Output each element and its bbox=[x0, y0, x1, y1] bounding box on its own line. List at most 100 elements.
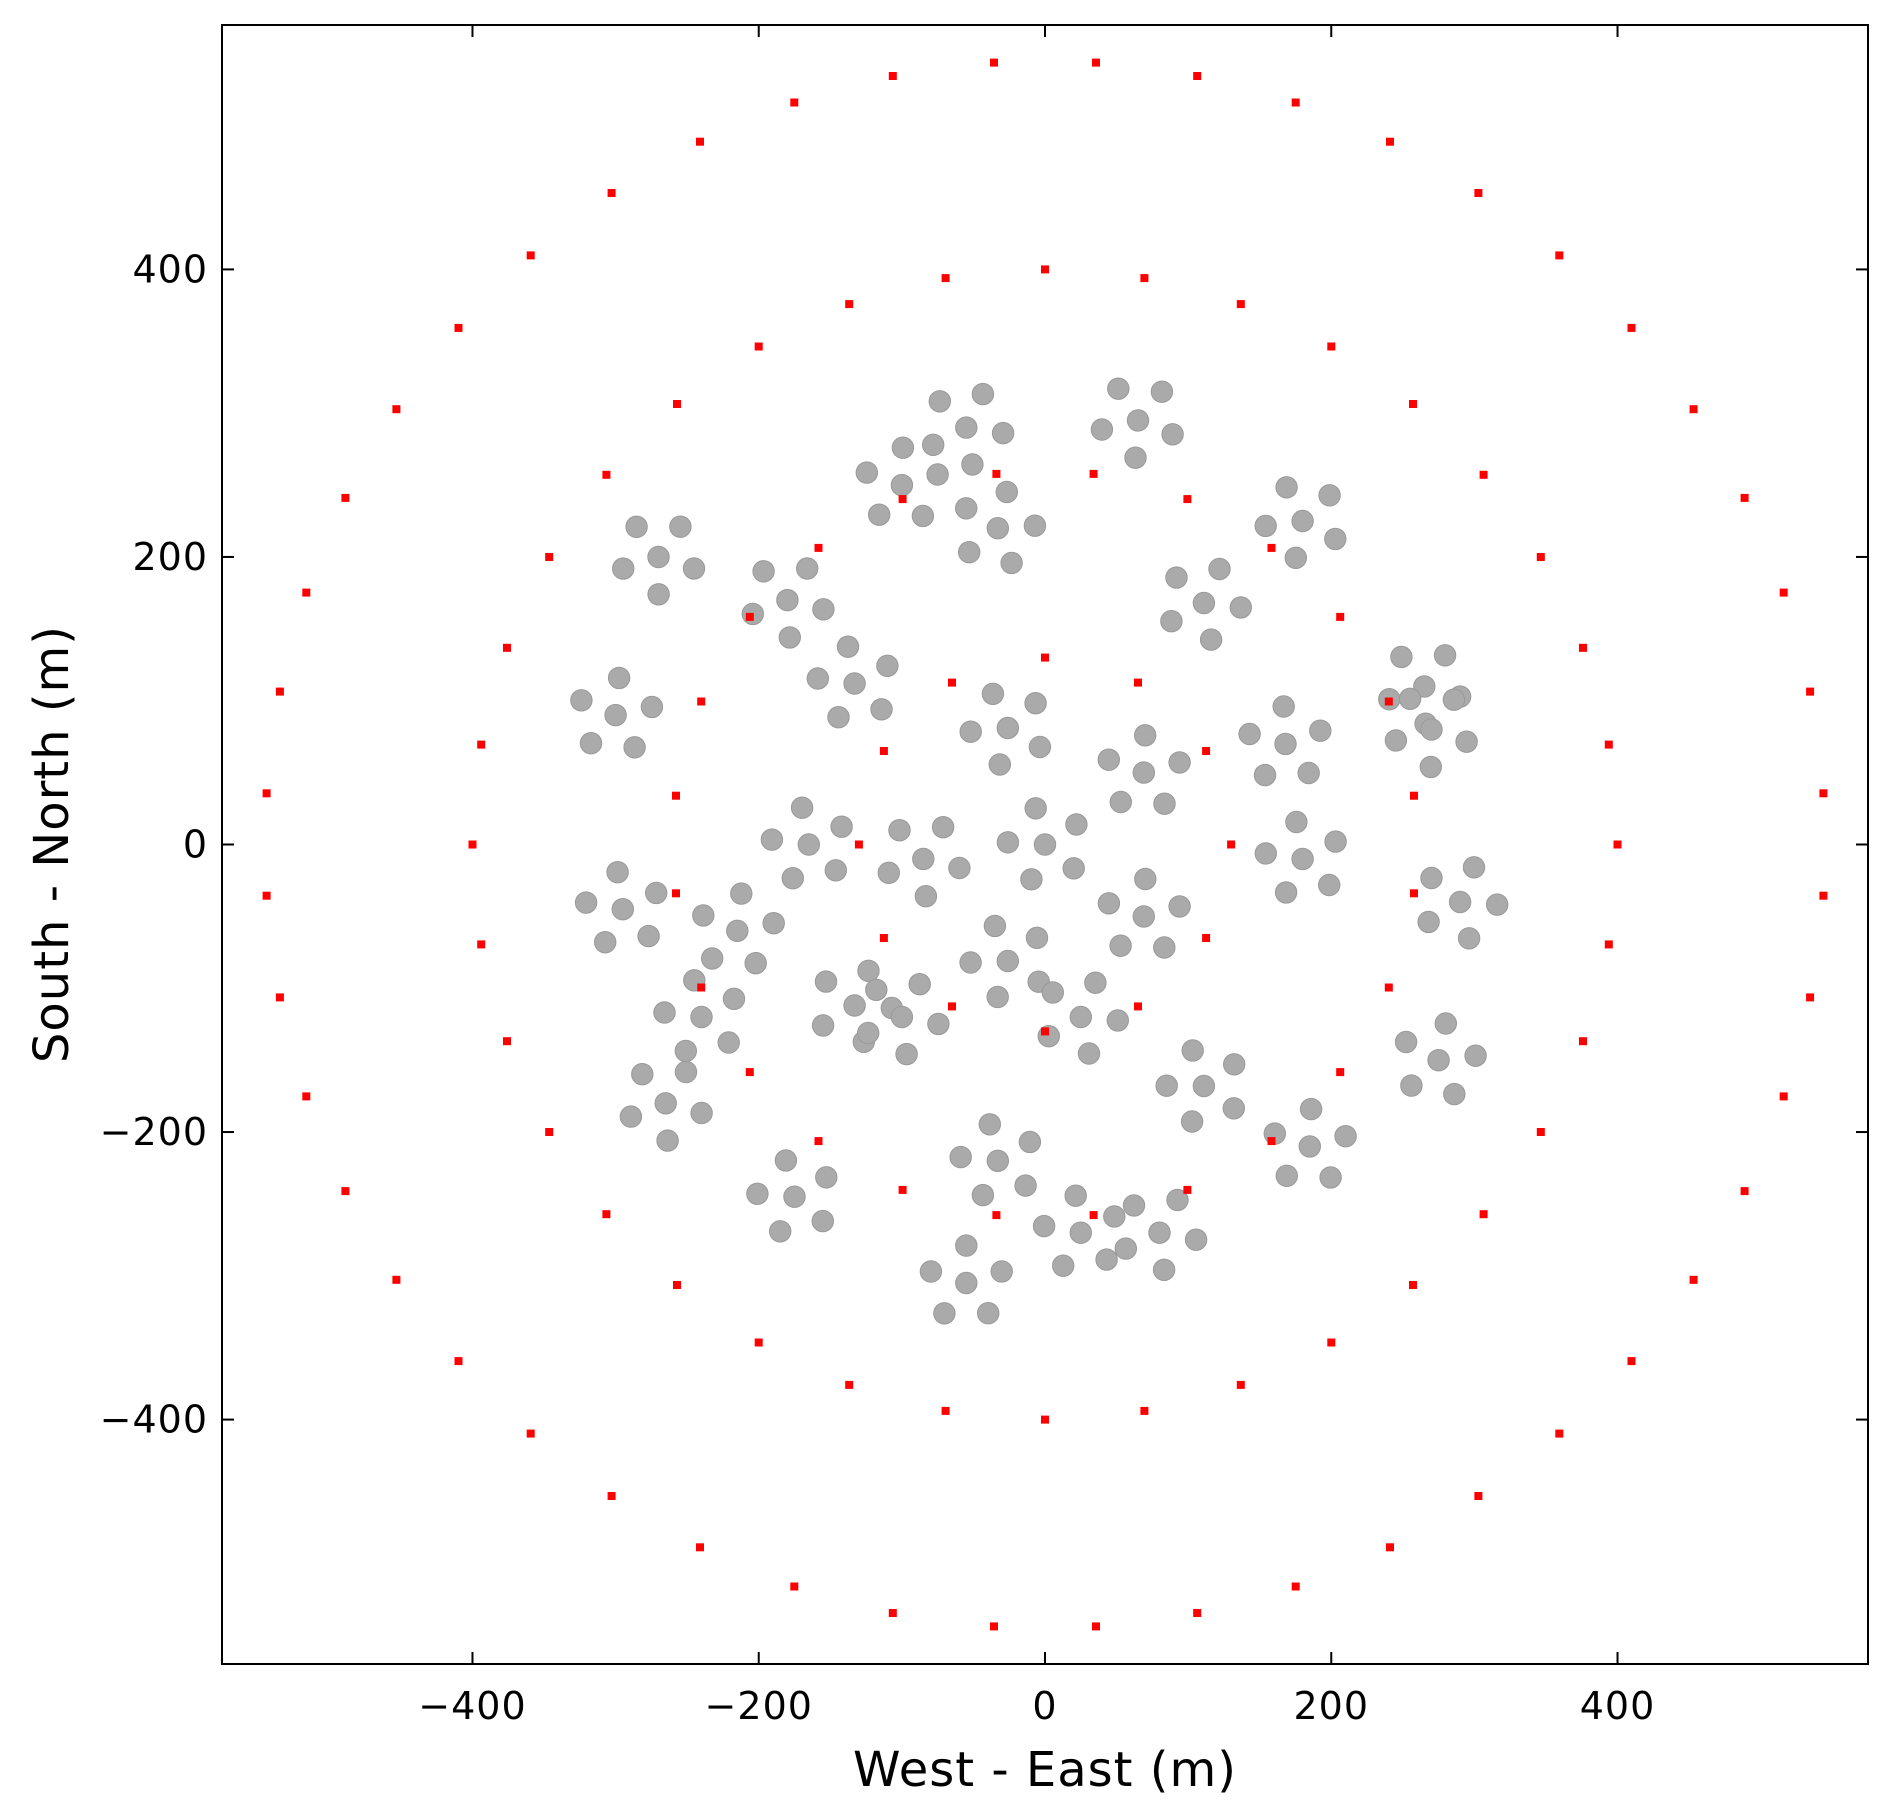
core-station-marker bbox=[1324, 527, 1347, 551]
core-station-marker bbox=[570, 689, 593, 712]
core-station-marker bbox=[876, 654, 899, 677]
outer-station-marker bbox=[545, 553, 554, 561]
core-station-marker bbox=[1229, 596, 1253, 619]
core-station-marker bbox=[996, 949, 1019, 973]
core-station-marker bbox=[656, 1129, 679, 1152]
core-station-marker bbox=[674, 1060, 698, 1084]
outer-station-marker bbox=[992, 469, 1001, 478]
x-tick-label: −200 bbox=[705, 1684, 813, 1728]
outer-station-marker bbox=[1183, 495, 1192, 504]
core-station-marker bbox=[955, 497, 978, 520]
outer-station-marker bbox=[672, 889, 680, 898]
outer-station-marker bbox=[1236, 1380, 1245, 1389]
core-station-marker bbox=[914, 885, 938, 908]
core-station-marker bbox=[865, 978, 888, 1001]
core-station-marker bbox=[1064, 1184, 1087, 1207]
core-station-marker bbox=[1109, 934, 1132, 957]
core-station-marker bbox=[783, 1185, 806, 1208]
core-station-marker bbox=[988, 753, 1011, 776]
core-station-marker bbox=[1024, 797, 1047, 820]
core-station-marker bbox=[955, 1234, 978, 1257]
outer-station-marker bbox=[1327, 1338, 1336, 1347]
core-station-marker bbox=[931, 816, 955, 839]
outer-station-marker bbox=[477, 940, 486, 949]
outer-station-marker bbox=[1336, 1068, 1345, 1077]
core-station-marker bbox=[814, 970, 838, 993]
x-tick-label: 0 bbox=[1032, 1684, 1057, 1728]
outer-station-marker bbox=[754, 342, 763, 351]
core-station-marker bbox=[774, 1149, 798, 1172]
outer-station-marker bbox=[1410, 791, 1418, 800]
outer-station-marker bbox=[602, 470, 611, 479]
core-station-marker bbox=[1272, 695, 1295, 718]
outer-station-marker bbox=[1140, 1406, 1149, 1415]
core-station-marker bbox=[647, 545, 670, 569]
core-station-marker bbox=[1318, 873, 1341, 897]
core-station-marker bbox=[981, 682, 1005, 705]
outer-station-marker bbox=[526, 1429, 535, 1438]
core-station-marker bbox=[1400, 1074, 1423, 1097]
outer-station-marker bbox=[1604, 740, 1613, 749]
core-station-marker bbox=[1069, 1221, 1093, 1244]
core-station-marker bbox=[1077, 1042, 1101, 1065]
core-station-marker bbox=[811, 1014, 835, 1037]
core-station-marker bbox=[674, 1039, 697, 1063]
core-station-marker bbox=[857, 1021, 880, 1045]
core-station-marker bbox=[669, 515, 692, 538]
outer-station-marker bbox=[1555, 251, 1564, 260]
outer-station-marker bbox=[503, 1037, 511, 1046]
outer-station-marker bbox=[745, 1068, 754, 1077]
core-station-marker bbox=[1433, 644, 1457, 667]
core-station-marker bbox=[717, 1031, 740, 1054]
outer-station-marker bbox=[814, 1137, 823, 1146]
outer-station-marker bbox=[1134, 1002, 1142, 1011]
outer-station-marker bbox=[302, 588, 311, 597]
core-station-marker bbox=[986, 517, 1009, 540]
y-tick-label: 200 bbox=[132, 535, 208, 579]
outer-station-marker bbox=[1183, 1185, 1192, 1194]
core-station-marker bbox=[1095, 1248, 1118, 1271]
core-station-marker bbox=[781, 867, 804, 890]
core-station-marker bbox=[995, 480, 1018, 504]
outer-station-marker bbox=[1386, 1543, 1394, 1552]
outer-station-marker bbox=[696, 137, 704, 146]
core-station-marker bbox=[978, 1113, 1001, 1136]
core-station-marker bbox=[870, 698, 893, 721]
core-station-marker bbox=[623, 736, 646, 759]
outer-station-marker bbox=[477, 740, 486, 749]
core-station-marker bbox=[1299, 1097, 1323, 1121]
core-station-marker bbox=[1285, 810, 1308, 834]
core-station-marker bbox=[1274, 881, 1298, 904]
core-station-marker bbox=[1106, 1009, 1130, 1032]
outer-station-marker bbox=[1267, 543, 1276, 552]
core-station-marker bbox=[631, 1063, 654, 1086]
outer-station-marker bbox=[468, 840, 477, 849]
core-station-marker bbox=[1153, 792, 1176, 815]
core-station-marker bbox=[977, 1302, 1000, 1325]
core-station-marker bbox=[1032, 1214, 1056, 1238]
outer-station-marker bbox=[1089, 1211, 1098, 1220]
core-station-marker bbox=[824, 859, 847, 882]
core-station-marker bbox=[996, 716, 1019, 740]
core-station-marker bbox=[769, 1220, 792, 1243]
core-station-marker bbox=[1427, 1049, 1450, 1072]
outer-station-marker bbox=[898, 495, 907, 504]
outer-station-marker bbox=[275, 687, 284, 696]
core-station-marker bbox=[612, 557, 635, 580]
outer-station-marker bbox=[673, 1281, 681, 1289]
core-station-marker bbox=[843, 994, 866, 1017]
core-station-marker bbox=[778, 626, 801, 649]
core-station-marker bbox=[701, 947, 724, 970]
core-station-marker bbox=[760, 828, 784, 851]
core-station-marker bbox=[928, 390, 951, 413]
core-station-marker bbox=[1420, 718, 1443, 741]
core-station-marker bbox=[647, 583, 670, 606]
outer-station-marker bbox=[341, 1187, 350, 1196]
outer-station-marker bbox=[879, 747, 888, 755]
core-station-marker bbox=[1084, 971, 1107, 994]
core-station-marker bbox=[1420, 866, 1443, 890]
outer-station-marker bbox=[879, 934, 888, 942]
core-station-marker bbox=[1166, 1188, 1189, 1212]
core-station-marker bbox=[607, 666, 631, 690]
outer-station-marker bbox=[697, 983, 706, 992]
